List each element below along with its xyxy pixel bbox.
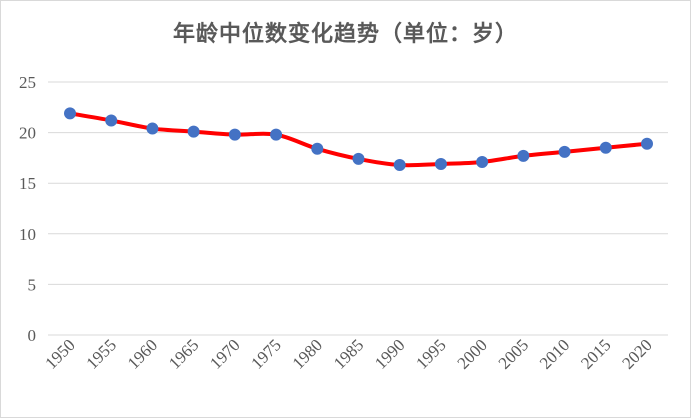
x-tick-label: 1985 (330, 335, 367, 372)
data-point (270, 128, 283, 141)
x-axis-ticks: 1950 1955 1960 1965 1970 1975 1980 1985 1990 1995… (41, 335, 655, 372)
y-tick-label: 0 (28, 326, 37, 345)
y-tick-label: 10 (19, 225, 36, 244)
chart-title: 年龄中位数变化趋势（单位：岁） (172, 21, 518, 47)
x-tick-label: 2005 (495, 335, 532, 372)
data-point (558, 145, 571, 158)
data-point (393, 158, 406, 171)
x-tick-label: 1975 (247, 335, 284, 372)
x-tick-label: 2000 (453, 335, 490, 372)
data-point (599, 141, 612, 154)
x-tick-label: 1965 (165, 335, 202, 372)
y-tick-label: 20 (19, 124, 36, 143)
x-tick-label: 1990 (371, 335, 408, 372)
data-point (476, 155, 489, 168)
data-point (434, 157, 447, 170)
data-point (187, 125, 200, 138)
x-tick-label: 1960 (124, 335, 161, 372)
y-axis-ticks: 0 5 10 15 20 25 (19, 73, 36, 345)
data-point (228, 128, 241, 141)
data-point (517, 149, 530, 162)
x-tick-label: 1970 (206, 335, 243, 372)
data-point (352, 152, 365, 165)
y-tick-label: 5 (28, 275, 37, 294)
y-tick-label: 15 (19, 174, 36, 193)
x-tick-label: 1980 (289, 335, 326, 372)
data-point (146, 122, 159, 135)
x-tick-label: 1955 (83, 335, 120, 372)
series-layer (64, 107, 653, 171)
x-tick-label: 1950 (41, 335, 78, 372)
data-point (311, 142, 324, 155)
y-tick-label: 25 (19, 73, 36, 92)
x-tick-label: 2020 (618, 335, 655, 372)
data-point (641, 137, 653, 150)
data-point (105, 114, 118, 127)
x-tick-label: 2015 (577, 335, 614, 372)
data-point (64, 107, 76, 120)
x-tick-label: 1995 (412, 335, 449, 372)
x-tick-label: 2010 (536, 335, 573, 372)
gridlines (48, 81, 668, 336)
